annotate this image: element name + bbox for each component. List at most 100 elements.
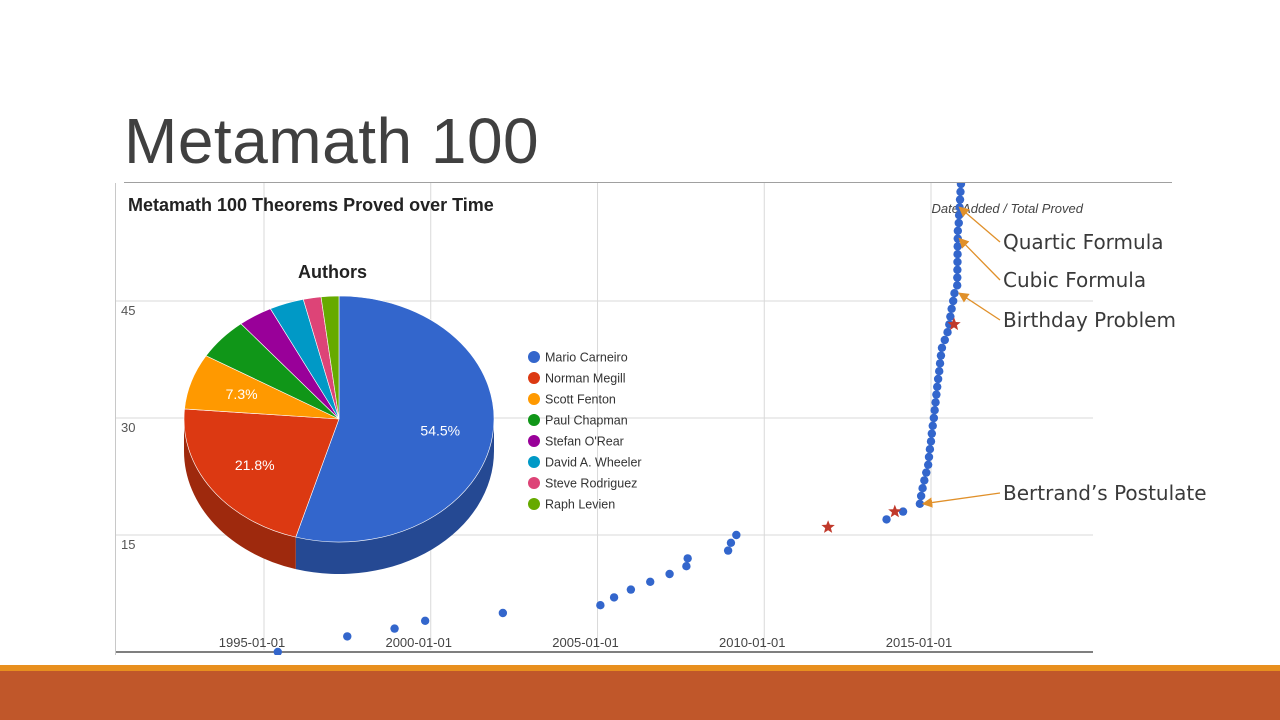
data-point <box>665 569 674 579</box>
pie-slice-label: 21.8% <box>235 457 275 473</box>
legend-marker <box>528 351 540 363</box>
title-divider <box>124 182 1172 183</box>
data-point <box>933 382 942 391</box>
data-point <box>420 616 430 625</box>
data-point <box>922 468 931 477</box>
data-point <box>940 335 949 345</box>
data-point <box>916 491 926 501</box>
callout-birthday-problem: Birthday Problem <box>1003 308 1176 332</box>
data-point <box>953 265 962 274</box>
data-point <box>936 351 946 360</box>
data-point <box>932 390 941 399</box>
pie-slice <box>295 295 495 543</box>
data-point <box>390 624 399 633</box>
pie-slice <box>320 295 340 420</box>
data-point <box>596 601 605 610</box>
legend-marker <box>528 435 540 447</box>
data-point <box>946 312 955 321</box>
chart-title: Metamath 100 Theorems Proved over Time <box>128 195 494 215</box>
pie-chart: 54.5% 21.8% 7.3% <box>183 295 495 574</box>
x-tick-label: 2005-01-01 <box>552 635 619 650</box>
data-point <box>953 281 962 290</box>
data-point <box>726 538 736 547</box>
data-point <box>948 296 958 306</box>
slide-title: Metamath 100 <box>124 105 540 177</box>
data-point <box>953 257 962 267</box>
pie-slice-label: 54.5% <box>420 422 460 438</box>
data-point <box>950 289 959 298</box>
data-point <box>882 515 891 524</box>
data-point <box>918 484 927 493</box>
data-point <box>931 398 940 407</box>
pie-slice <box>183 408 340 538</box>
data-point <box>953 226 963 235</box>
pie-side-wall <box>295 419 494 574</box>
chart-svg: 15 30 45 1995-01-01 2000-01-01 2005-01-01 2010… <box>116 183 1093 655</box>
data-point <box>955 203 964 212</box>
data-point <box>920 476 929 485</box>
legend-entry: Norman Megill <box>545 372 626 386</box>
data-point <box>953 234 962 243</box>
legend-marker <box>528 372 540 384</box>
data-point <box>925 445 935 454</box>
data-point <box>927 429 937 438</box>
data-point <box>953 273 962 282</box>
chart-frame: 15 30 45 1995-01-01 2000-01-01 2005-01-01 2010… <box>115 183 1093 655</box>
legend-entry: Stefan O'Rear <box>545 435 624 449</box>
pie-slice-label: 7.3% <box>226 386 258 402</box>
data-point <box>956 183 966 189</box>
legend-entry: Paul Chapman <box>545 414 628 428</box>
data-point <box>898 507 908 516</box>
x-tick-label: 2000-01-01 <box>385 635 452 650</box>
point-series <box>273 183 966 655</box>
data-point <box>273 647 282 655</box>
data-point <box>943 328 952 337</box>
callout-cubic-formula: Cubic Formula <box>1003 268 1147 292</box>
data-point <box>646 577 655 586</box>
star-series <box>821 317 961 533</box>
footer-bar <box>0 671 1280 720</box>
footer-accent-line <box>0 665 1280 671</box>
callout-quartic-formula: Quartic Formula <box>1003 230 1164 254</box>
pie-side-wall <box>184 419 296 570</box>
legend-marker <box>528 498 540 510</box>
chart-subtitle: Date Added / Total Proved <box>931 201 1083 216</box>
data-point <box>955 195 965 204</box>
data-point <box>732 530 741 540</box>
pie-slices: 54.5% 21.8% 7.3% <box>183 295 495 543</box>
data-point <box>923 460 933 469</box>
data-point <box>915 499 925 508</box>
legend-marker <box>528 456 540 468</box>
data-point <box>930 406 939 415</box>
data-point <box>935 367 944 376</box>
star-point <box>888 504 902 518</box>
data-point <box>683 554 692 563</box>
data-point <box>682 562 691 571</box>
legend-marker <box>528 393 540 405</box>
legend-entry: Scott Fenton <box>545 393 616 407</box>
data-point <box>937 343 947 352</box>
callout-bertrands-postulate: Bertrand’s Postulate <box>1003 481 1207 505</box>
pie-title: Authors <box>298 262 367 282</box>
data-point <box>947 304 956 313</box>
data-point <box>926 437 936 446</box>
data-point <box>498 608 508 618</box>
data-point <box>933 374 943 384</box>
y-tick-label: 30 <box>121 420 135 435</box>
x-tick-label: 2010-01-01 <box>719 635 786 650</box>
data-point <box>953 242 962 251</box>
y-tick-label: 45 <box>121 303 135 318</box>
data-point <box>723 546 733 555</box>
data-point <box>954 211 964 220</box>
legend-entry: David A. Wheeler <box>545 456 642 470</box>
legend-marker <box>528 477 540 489</box>
star-point <box>821 520 835 533</box>
data-point <box>626 585 636 594</box>
data-point <box>953 250 962 259</box>
data-point <box>343 632 352 641</box>
data-point <box>929 413 939 423</box>
pie-sides <box>184 419 494 574</box>
legend-entry: Mario Carneiro <box>545 351 628 365</box>
legend-entry: Steve Rodriguez <box>545 477 637 491</box>
data-point <box>954 218 963 228</box>
